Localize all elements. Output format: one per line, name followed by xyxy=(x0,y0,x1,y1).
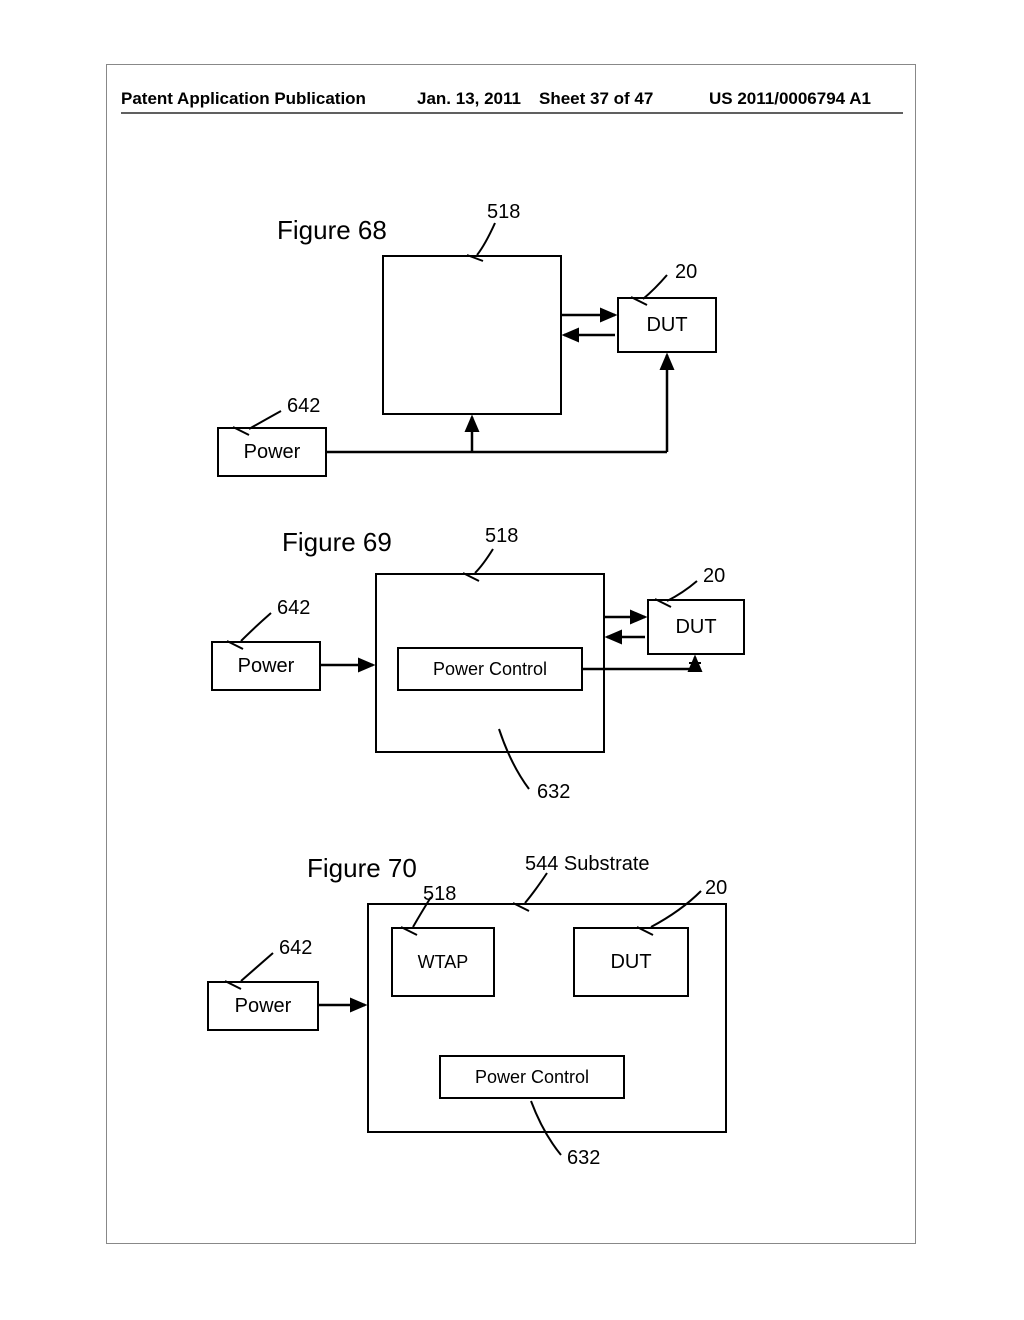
fig68-dut-box: DUT xyxy=(617,297,717,353)
fig70-ref-642: 642 xyxy=(279,937,312,960)
fig68-ref-20: 20 xyxy=(675,261,697,284)
fig69-dut-box: DUT xyxy=(647,599,745,655)
fig70-power-control-label: Power Control xyxy=(475,1067,589,1088)
fig69-power-control-label: Power Control xyxy=(433,659,547,680)
fig68-power-label: Power xyxy=(244,441,301,464)
fig69-power-control-box: Power Control xyxy=(397,647,583,691)
fig70-power-label: Power xyxy=(235,995,292,1018)
header-sheet: Sheet 37 of 47 xyxy=(539,89,653,109)
fig70-wtap-label: WTAP xyxy=(418,952,469,973)
fig68-title: Figure 68 xyxy=(277,215,387,246)
header-pubno: US 2011/0006794 A1 xyxy=(709,89,871,109)
header-left: Patent Application Publication xyxy=(121,89,366,109)
fig68-box-518 xyxy=(382,255,562,415)
fig68-ref-642: 642 xyxy=(287,395,320,418)
fig70-power-control-box: Power Control xyxy=(439,1055,625,1099)
fig70-title: Figure 70 xyxy=(307,853,417,884)
patent-page: Patent Application Publication Jan. 13, … xyxy=(106,64,916,1244)
fig70-power-box: Power xyxy=(207,981,319,1031)
fig70-ref-518: 518 xyxy=(423,883,456,906)
fig70-dut-label: DUT xyxy=(610,951,651,974)
fig70-ref-544: 544 Substrate xyxy=(525,853,650,876)
fig70-ref-632: 632 xyxy=(567,1147,600,1170)
fig68-power-box: Power xyxy=(217,427,327,477)
fig68-dut-label: DUT xyxy=(646,314,687,337)
fig70-dut-box: DUT xyxy=(573,927,689,997)
fig69-dut-label: DUT xyxy=(675,616,716,639)
fig69-ref-20: 20 xyxy=(703,565,725,588)
fig69-ref-642: 642 xyxy=(277,597,310,620)
fig69-title: Figure 69 xyxy=(282,527,392,558)
fig69-ref-518: 518 xyxy=(485,525,518,548)
fig69-power-box: Power xyxy=(211,641,321,691)
header-date: Jan. 13, 2011 xyxy=(417,89,521,109)
fig69-power-label: Power xyxy=(238,655,295,678)
fig70-ref-20: 20 xyxy=(705,877,727,900)
fig68-ref-518: 518 xyxy=(487,201,520,224)
fig69-ref-632: 632 xyxy=(537,781,570,804)
fig70-wtap-box: WTAP xyxy=(391,927,495,997)
